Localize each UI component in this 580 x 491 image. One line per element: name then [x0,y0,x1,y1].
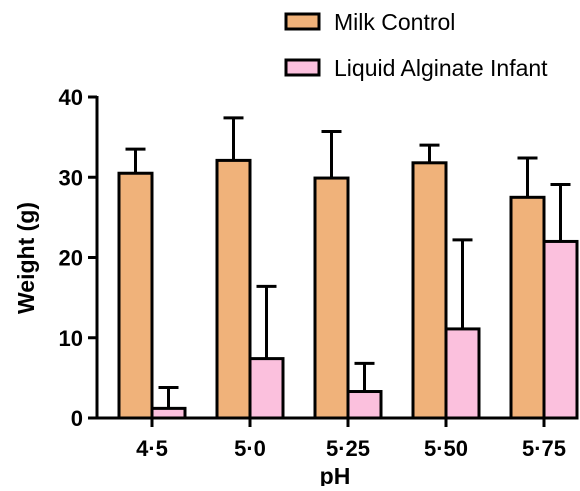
y-tick-label-20: 20 [59,246,83,271]
bar-2-2 [248,357,285,420]
y-axis-title: Weight (g) [13,202,39,314]
bar-2-3 [346,390,383,420]
bar-1-1 [117,171,154,420]
x-tick-label-3: 5·25 [326,436,370,461]
legend-label-1: Milk Control [334,9,455,35]
bar-1-4 [411,161,448,420]
y-tick-label-30: 30 [59,165,83,190]
x-tick-label-2: 5·0 [234,436,266,461]
y-tick-label-0: 0 [71,406,83,431]
y-tick-label-10: 10 [59,326,83,351]
bar-1-3 [313,176,350,420]
x-tick-label-1: 4·5 [136,436,168,461]
x-tick-label-5: 5·75 [522,436,566,461]
bars-layer [117,116,579,420]
legend: Milk Control Liquid Alginate Infant [284,9,548,81]
y-tick-label-40: 40 [59,85,83,110]
bar-2-4 [444,327,481,420]
legend-swatch-2 [284,58,321,77]
bar-1-2 [215,158,252,420]
bar-2-5 [542,239,579,420]
x-axis-title: pH [320,463,351,486]
axes-layer: 0 10 20 30 40 4·5 5·0 5·25 5·50 5·75 [59,85,567,461]
legend-label-2: Liquid Alginate Infant [334,55,548,81]
bar-1-5 [509,195,546,420]
x-tick-label-4: 5·50 [424,436,468,461]
legend-swatch-1 [284,12,321,31]
